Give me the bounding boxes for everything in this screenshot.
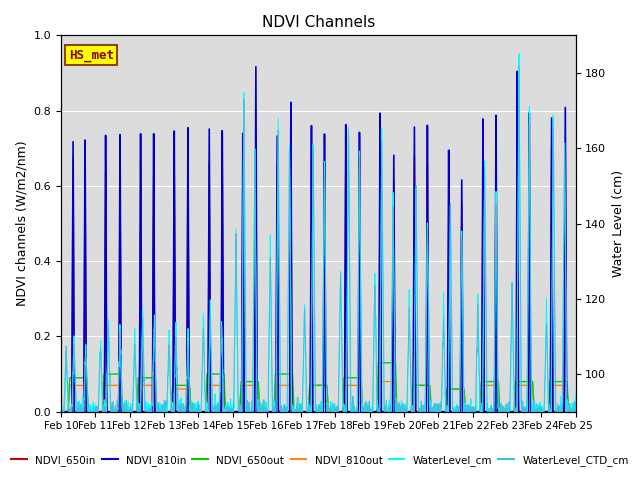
Text: HS_met: HS_met (68, 48, 114, 61)
Y-axis label: Water Level (cm): Water Level (cm) (612, 170, 625, 277)
Title: NDVI Channels: NDVI Channels (262, 15, 375, 30)
Y-axis label: NDVI channels (W/m2/nm): NDVI channels (W/m2/nm) (15, 141, 28, 306)
Legend: NDVI_650in, NDVI_810in, NDVI_650out, NDVI_810out, WaterLevel_cm, WaterLevel_CTD_: NDVI_650in, NDVI_810in, NDVI_650out, NDV… (7, 451, 633, 470)
